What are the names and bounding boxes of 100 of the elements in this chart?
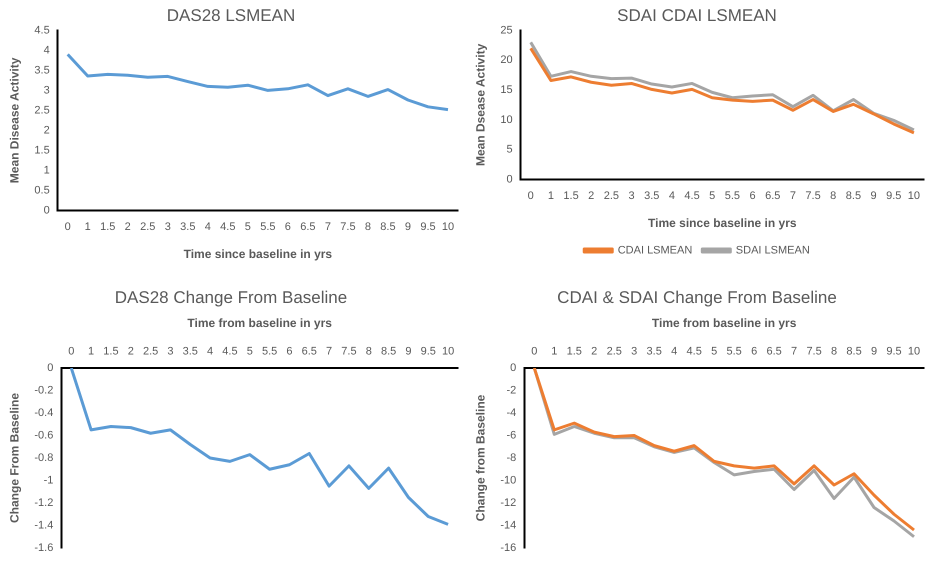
x-tick-label: 10 (908, 345, 920, 358)
x-tick-label: 7.5 (341, 345, 357, 358)
x-tick-label: 7.5 (340, 221, 356, 234)
x-tick-label: 8.5 (846, 345, 862, 358)
y-tick-label: 0 (506, 173, 513, 186)
x-tick-label: 3 (628, 190, 635, 202)
x-axis-title: Time since baseline in yrs (184, 247, 332, 262)
x-tick-label: 1.5 (563, 190, 579, 202)
x-tick-label: 3 (164, 221, 171, 234)
x-tick-label: 3.5 (644, 190, 660, 202)
y-tick-label: -1.2 (34, 497, 54, 510)
y-axis-title: Mean Dsease Activity (474, 43, 488, 166)
x-tick-label: 0 (528, 190, 534, 202)
x-tick-label: 6.5 (766, 345, 782, 358)
x-tick-label: 8 (830, 190, 836, 202)
y-tick-label: -8 (506, 452, 516, 464)
chart-title: DAS28 LSMEAN (166, 6, 296, 25)
y-tick-label: 0 (44, 204, 50, 216)
x-tick-label: 7 (324, 221, 331, 234)
x-tick-label: 3.5 (180, 221, 196, 234)
y-tick-label: 15 (500, 84, 513, 96)
x-tick-label: 3 (631, 345, 638, 358)
x-tick-label: 4 (671, 345, 678, 358)
x-tick-label: 7 (790, 190, 796, 202)
x-tick-label: 8.5 (380, 345, 396, 358)
x-tick-label: 1.5 (566, 345, 582, 358)
x-tick-label: 4.5 (222, 345, 238, 358)
x-tick-label: 1 (551, 345, 558, 358)
x-tick-label: 6 (284, 221, 291, 234)
y-tick-label: -16 (500, 542, 516, 554)
y-axis-title: Mean Disease Activity (8, 57, 22, 184)
x-tick-label: 2.5 (140, 221, 156, 234)
y-tick-label: -12 (500, 497, 516, 510)
x-axis-title: Time since baseline in yrs (648, 216, 797, 230)
x-tick-label: 5.5 (262, 345, 278, 358)
legend-label: CDAI LSMEAN (618, 244, 692, 257)
y-tick-label: 5 (506, 144, 513, 156)
y-axis-title: Change from Baseline (474, 394, 488, 522)
x-tick-label: 2 (588, 190, 594, 202)
y-tick-label: 25 (500, 24, 513, 36)
x-tick-label: 5 (246, 345, 253, 358)
x-tick-label: 6.5 (300, 221, 316, 234)
x-tick-label: 0 (531, 345, 538, 358)
y-tick-label: 2 (44, 124, 50, 136)
y-tick-label: 1.5 (34, 144, 50, 156)
chart-title: SDAI CDAI LSMEAN (617, 6, 777, 25)
y-tick-label: -2 (506, 384, 516, 397)
x-tick-label: 9 (404, 221, 412, 234)
y-tick-label: 4.5 (34, 24, 50, 36)
x-tick-label: 4 (204, 221, 211, 234)
x-tick-label: 8.5 (380, 221, 396, 234)
x-tick-label: 5 (709, 190, 716, 202)
y-tick-label: -1 (44, 474, 54, 487)
x-tick-label: 9 (405, 345, 412, 358)
x-tick-label: 6.5 (302, 345, 317, 358)
x-tick-label: 2 (591, 345, 598, 358)
y-tick-label: -0.6 (34, 430, 54, 442)
x-tick-label: 6 (286, 345, 292, 358)
x-tick-label: 2 (124, 221, 131, 234)
x-tick-label: 4.5 (220, 221, 236, 234)
y-axis-title: Change From Baseline (8, 392, 22, 524)
x-tick-label: 9 (870, 190, 877, 202)
x-tick-label: 9.5 (886, 345, 902, 358)
x-tick-label: 6.5 (765, 190, 780, 202)
y-tick-label: -1.6 (34, 542, 54, 554)
x-tick-label: 1 (84, 221, 91, 234)
chart-title: DAS28 Change From Baseline (114, 288, 348, 307)
y-tick-label: -0.8 (34, 452, 54, 464)
x-tick-label: 8 (364, 221, 371, 234)
x-tick-label: 2.5 (142, 345, 158, 358)
legend-label: SDAI LSMEAN (736, 244, 810, 257)
x-tick-label: 5.5 (726, 345, 742, 358)
x-tick-label: 1.5 (100, 221, 116, 234)
x-tick-label: 3.5 (182, 345, 198, 358)
y-tick-label: 2.5 (34, 104, 50, 116)
x-tick-label: 4 (668, 190, 675, 202)
x-tick-label: 1 (88, 345, 94, 358)
y-tick-label: -14 (500, 520, 516, 532)
y-tick-label: 1 (44, 164, 50, 176)
x-tick-label: 3 (167, 345, 174, 358)
x-tick-label: 7 (326, 345, 332, 358)
x-tick-label: 0 (68, 345, 74, 358)
y-tick-label: -1.4 (34, 520, 54, 532)
y-tick-label: 0 (510, 362, 516, 374)
x-tick-label: 10 (908, 190, 920, 202)
x-tick-label: 9.5 (420, 221, 436, 234)
x-tick-label: 6 (750, 190, 756, 202)
x-axis-title: Time from baseline in yrs (652, 316, 797, 330)
x-tick-label: 7 (791, 345, 798, 358)
y-tick-label: 3 (44, 84, 50, 96)
x-tick-label: 6 (751, 345, 758, 358)
x-tick-label: 1 (548, 190, 554, 202)
chart-title: CDAI & SDAI Change From Baseline (557, 288, 837, 307)
x-tick-label: 4.5 (686, 345, 702, 358)
x-tick-label: 9.5 (420, 345, 436, 358)
x-tick-label: 4.5 (684, 190, 700, 202)
y-tick-label: 10 (500, 114, 513, 126)
x-tick-label: 4 (207, 345, 214, 358)
y-tick-label: 4 (44, 44, 50, 56)
x-tick-label: 5.5 (260, 221, 276, 234)
